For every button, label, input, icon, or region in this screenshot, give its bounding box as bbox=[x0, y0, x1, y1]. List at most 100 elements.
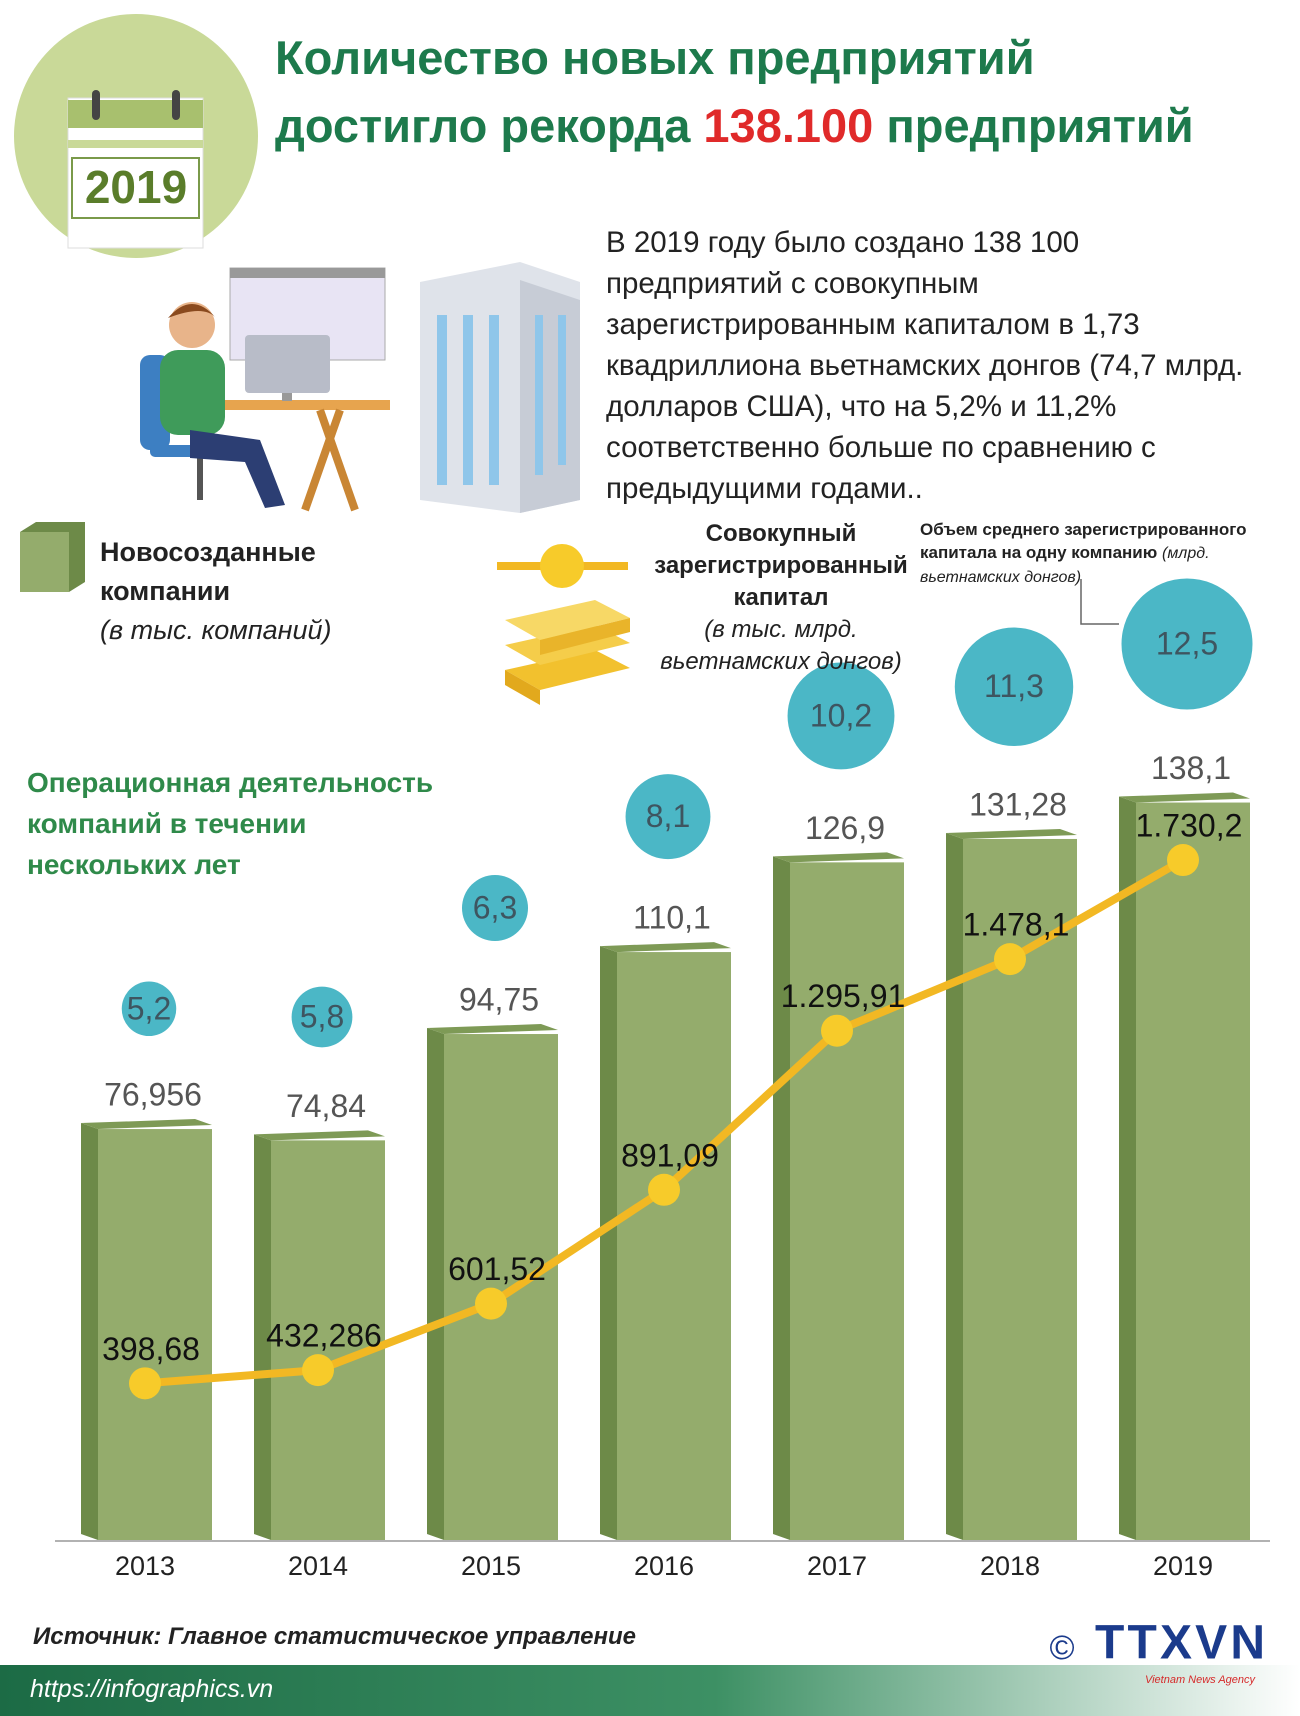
building-windows bbox=[437, 315, 566, 485]
x-tick-label: 2015 bbox=[461, 1551, 521, 1581]
bar bbox=[963, 838, 1077, 1540]
bar bbox=[617, 952, 731, 1540]
bar-side bbox=[946, 832, 963, 1540]
bar-top bbox=[946, 828, 1077, 839]
x-tick-label: 2018 bbox=[980, 1551, 1040, 1581]
title-text: достигло рекорда bbox=[275, 99, 691, 152]
calendar-ring bbox=[172, 90, 180, 120]
legend-label: Совокупный зарегистрированный капитал bbox=[654, 520, 908, 611]
bubble-value-label: 5,8 bbox=[300, 998, 344, 1034]
legend-item: Объем среднего зарегистрированного капит… bbox=[920, 518, 1290, 589]
x-tick-label: 2017 bbox=[807, 1551, 867, 1581]
bubble-value-label: 5,2 bbox=[127, 990, 171, 1026]
title-text: предприятий bbox=[886, 99, 1194, 152]
bar-top bbox=[81, 1119, 212, 1130]
x-tick-label: 2013 bbox=[115, 1551, 175, 1581]
monitor-stand bbox=[282, 393, 292, 401]
bar-value-label: 110,1 bbox=[633, 900, 711, 936]
legend-unit: (млрд. вьетнамских донгов) bbox=[920, 545, 1210, 586]
x-tick-label: 2016 bbox=[634, 1551, 694, 1581]
bubble bbox=[461, 875, 529, 942]
bar-top bbox=[254, 1130, 385, 1141]
bubble bbox=[625, 774, 711, 860]
legend-unit: (в тыс. компаний) bbox=[100, 615, 332, 645]
worker-hair bbox=[168, 304, 216, 318]
legend-cube bbox=[20, 532, 69, 592]
title: Количество новых предприятий bbox=[275, 31, 1035, 84]
desk-leg bbox=[316, 408, 359, 512]
bar bbox=[444, 1034, 558, 1540]
bar-side bbox=[254, 1134, 271, 1540]
bubble bbox=[121, 981, 177, 1037]
bar bbox=[790, 862, 904, 1540]
bar-side bbox=[81, 1123, 98, 1540]
line-point bbox=[1167, 844, 1199, 877]
copyright: © bbox=[1049, 1629, 1074, 1667]
title-number: 138.100 bbox=[703, 99, 874, 152]
footer-bar bbox=[0, 1665, 1300, 1716]
bar bbox=[1136, 802, 1250, 1540]
bar-value-label: 126,9 bbox=[805, 810, 885, 846]
bubble-value-label: 11,3 bbox=[984, 668, 1044, 704]
calendar-band bbox=[68, 100, 203, 128]
line-value-label: 601,52 bbox=[448, 1251, 546, 1287]
chart-title: Операционная деятельность компаний в теч… bbox=[27, 767, 434, 880]
bubble-value-label: 10,2 bbox=[810, 697, 872, 733]
bar-value-label: 74,84 bbox=[286, 1088, 366, 1124]
blind bbox=[230, 268, 385, 278]
bubble-value-label: 12,5 bbox=[1156, 625, 1218, 661]
bar-top bbox=[427, 1024, 558, 1035]
legend-unit: (в тыс. млрд. вьетнамских донгов) bbox=[660, 616, 902, 675]
bubble bbox=[954, 627, 1074, 746]
legend-item: Новосозданные компании (в тыс. компаний) bbox=[100, 533, 360, 650]
bubble-value-label: 8,1 bbox=[646, 798, 690, 834]
x-tick-label: 2019 bbox=[1153, 1551, 1213, 1581]
bar-value-label: 94,75 bbox=[459, 981, 539, 1017]
line-point bbox=[129, 1367, 161, 1400]
bar-side bbox=[427, 1028, 444, 1540]
title: достигло рекорда 138.100 предприятий bbox=[275, 98, 1194, 153]
x-tick-label: 2014 bbox=[288, 1551, 348, 1581]
legend-point bbox=[540, 544, 584, 588]
calendar-ring bbox=[92, 90, 100, 120]
bubble bbox=[1121, 578, 1253, 710]
line-value-label: 432,286 bbox=[266, 1318, 382, 1354]
money-icon bbox=[505, 600, 630, 705]
calendar-band bbox=[68, 140, 203, 148]
logo: TTXVN bbox=[1095, 1617, 1265, 1670]
desk-leg bbox=[301, 408, 344, 512]
building-side bbox=[520, 280, 580, 513]
line-point bbox=[994, 943, 1026, 976]
line-value-label: 1.295,91 bbox=[781, 978, 906, 1014]
monitor bbox=[245, 335, 330, 393]
line-point bbox=[821, 1014, 853, 1047]
worker-body bbox=[160, 350, 225, 435]
bar-value-label: 138,1 bbox=[1151, 750, 1231, 786]
bar-value-label: 76,956 bbox=[104, 1077, 202, 1113]
bar bbox=[271, 1140, 385, 1540]
line-point bbox=[475, 1287, 507, 1320]
line-value-label: 1.478,1 bbox=[963, 907, 1070, 943]
url: https://infographics.vn bbox=[30, 1675, 274, 1703]
line-value-label: 891,09 bbox=[621, 1137, 719, 1173]
bar-top bbox=[1119, 792, 1250, 803]
line-value-label: 1.730,2 bbox=[1136, 807, 1243, 843]
bar-side bbox=[1119, 796, 1136, 1540]
bar bbox=[98, 1129, 212, 1540]
bar-top bbox=[600, 942, 731, 953]
bar-value-label: 131,28 bbox=[969, 786, 1067, 822]
legend-label: Объем среднего зарегистрированного капит… bbox=[920, 520, 1247, 562]
bar-top bbox=[773, 852, 904, 863]
line-point bbox=[302, 1354, 334, 1387]
line-point bbox=[648, 1173, 680, 1206]
bar-side bbox=[773, 856, 790, 1540]
legend-label: Новосозданные компании bbox=[100, 537, 316, 606]
desk bbox=[140, 400, 390, 410]
worker-legs bbox=[190, 430, 285, 508]
source: Источник: Главное статистическое управле… bbox=[33, 1623, 637, 1650]
line-value-label: 398,68 bbox=[102, 1331, 200, 1367]
bubble-value-label: 6,3 bbox=[473, 889, 517, 925]
bubble bbox=[787, 662, 895, 770]
